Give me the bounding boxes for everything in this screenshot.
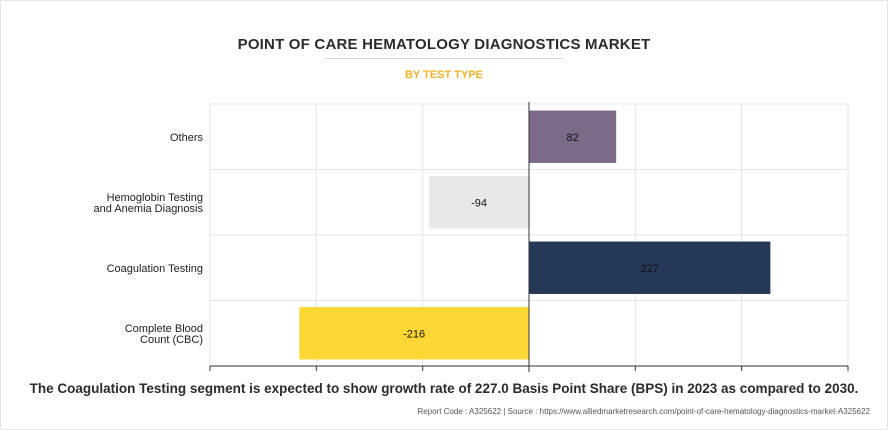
chart-title: POINT OF CARE HEMATOLOGY DIAGNOSTICS MAR… [237,36,651,53]
category-label: Hemoglobin Testing and Anemia Diagnosis [94,192,204,215]
category-label: Complete Blood Count (CBC) [125,323,203,346]
bar-value-label: 82 [566,132,578,144]
bar [429,176,529,229]
category-label: Others [170,132,204,144]
bar [299,307,529,360]
source-line: Report Code : A325622 | Source : https:/… [417,407,870,416]
bar [529,110,617,163]
chart-footnote: The Coagulation Testing segment is expec… [29,381,859,396]
bar-value-label: -94 [471,197,487,209]
bar-value-label: 227 [641,263,659,275]
title-divider [324,58,564,59]
chart-subtitle: BY TEST TYPE [404,69,484,81]
bar [529,241,771,294]
category-label: Coagulation Testing [107,263,203,275]
bar-value-label: -216 [403,328,425,340]
